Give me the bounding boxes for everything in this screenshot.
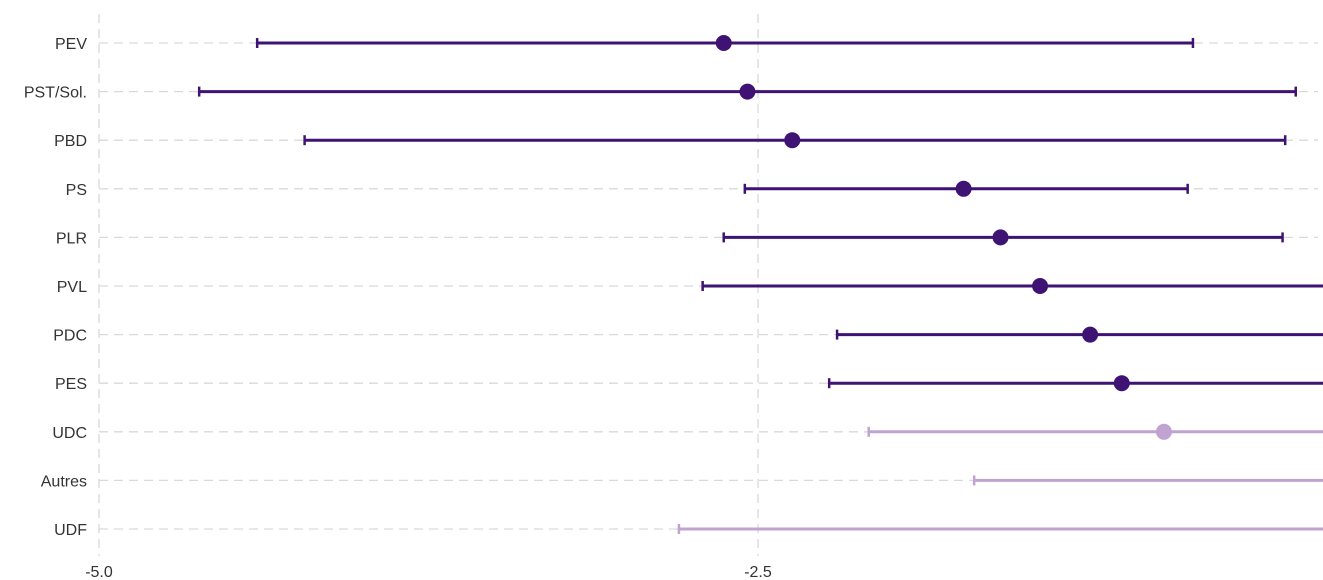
x-tick-label: -2.5 — [744, 564, 772, 580]
x-axis-labels: -5.0-2.50.02.5 — [85, 564, 772, 580]
y-tick-label: PS — [66, 182, 87, 199]
estimate-point — [784, 132, 801, 149]
estimate-point — [739, 83, 756, 100]
y-axis-labels: PEV PST/Sol. PBD PS PLR PVL PDC PES UDC Autres UDF — [24, 36, 87, 539]
y-tick-label: PDC — [53, 328, 87, 345]
estimate-point — [1032, 278, 1049, 294]
y-tick-label: PBD — [54, 133, 87, 150]
point-estimates — [715, 35, 1172, 440]
y-tick-label: Autres — [41, 473, 87, 490]
estimate-point — [715, 35, 732, 51]
estimate-point — [1082, 326, 1099, 343]
estimate-point — [955, 180, 972, 197]
x-tick-label: -5.0 — [85, 564, 113, 580]
confidence-intervals — [197, 38, 1323, 534]
y-tick-label: UDC — [52, 425, 87, 442]
estimate-point — [1113, 375, 1130, 392]
y-tick-label: PVL — [57, 279, 87, 296]
y-tick-label: PES — [55, 376, 87, 393]
y-tick-label: PST/Sol. — [24, 85, 87, 102]
y-tick-label: PEV — [55, 36, 87, 53]
estimate-point — [1155, 423, 1172, 440]
estimate-point — [992, 229, 1009, 246]
y-tick-label: PLR — [56, 230, 87, 247]
y-tick-label: UDF — [54, 522, 87, 539]
